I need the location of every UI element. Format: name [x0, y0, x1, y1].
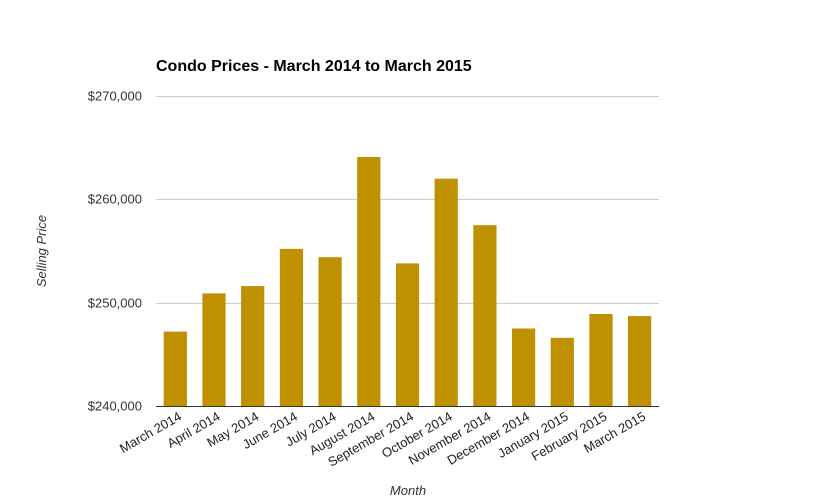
bar — [357, 157, 381, 406]
y-axis-ticks: $240,000 $250,000 $260,000 $270,000 — [88, 89, 142, 414]
bar — [318, 257, 342, 406]
y-tick-label: $250,000 — [88, 296, 142, 311]
x-axis-label: Month — [390, 483, 426, 498]
chart-title: Condo Prices - March 2014 to March 2015 — [156, 58, 472, 75]
bars — [163, 157, 652, 406]
bar — [589, 314, 613, 406]
bar — [473, 225, 497, 406]
y-tick-label: $260,000 — [88, 192, 142, 207]
bar — [202, 293, 226, 406]
bar — [279, 248, 303, 406]
bar — [434, 178, 458, 406]
bar — [241, 286, 265, 406]
y-tick-label: $240,000 — [88, 399, 142, 414]
bar — [163, 331, 187, 406]
bar — [628, 316, 652, 406]
bar — [395, 263, 420, 406]
y-axis-label: Selling Price — [34, 215, 49, 287]
bar — [512, 328, 536, 406]
bar — [550, 337, 574, 406]
y-tick-label: $270,000 — [88, 89, 142, 104]
